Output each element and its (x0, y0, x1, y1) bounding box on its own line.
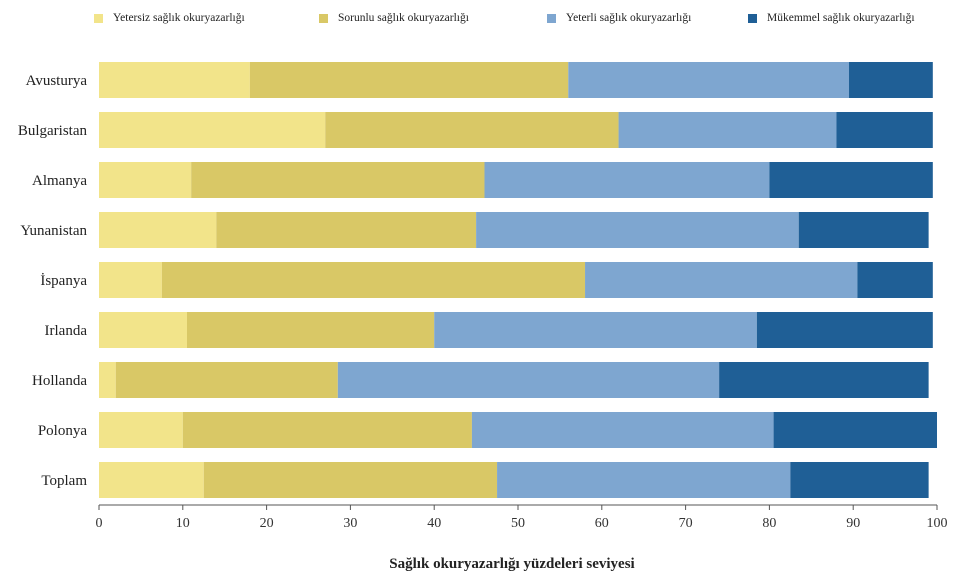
category-label: Polonya (38, 423, 88, 439)
category-label: Almanya (32, 173, 87, 189)
bar-segment (99, 362, 116, 398)
bar-segment (250, 62, 568, 98)
x-tick-label: 40 (427, 516, 441, 531)
x-tick-label: 70 (679, 516, 693, 531)
bar-segment (790, 462, 928, 498)
bar-segment (187, 312, 434, 348)
bar-segment (472, 412, 774, 448)
category-label: Yunanistan (20, 223, 87, 239)
bar-segment (849, 62, 933, 98)
bar-segment (325, 112, 618, 148)
bar-segment (116, 362, 338, 398)
x-tick-label: 80 (762, 516, 776, 531)
bar-segment (434, 312, 757, 348)
bar-segment (497, 462, 790, 498)
bar-segment (774, 412, 937, 448)
x-tick-label: 60 (595, 516, 609, 531)
bar-segment (191, 162, 484, 198)
bar-segment (99, 312, 187, 348)
bar-segment (719, 362, 929, 398)
bar-segment (162, 262, 585, 298)
bar-segment (216, 212, 476, 248)
bar-segment (799, 212, 929, 248)
bar-segment (99, 62, 250, 98)
x-tick-label: 100 (927, 516, 948, 531)
bar-segment (99, 162, 191, 198)
x-tick-label: 90 (846, 516, 860, 531)
bar-segment (568, 62, 849, 98)
bar-segment (338, 362, 719, 398)
bar-segment (99, 412, 183, 448)
bar-segment (619, 112, 837, 148)
bar-segment (99, 112, 325, 148)
bar-segment (836, 112, 932, 148)
bar-segment (183, 412, 472, 448)
category-label: Toplam (41, 473, 87, 489)
bar-segment (99, 262, 162, 298)
bar-segment (757, 312, 933, 348)
bar-segment (99, 462, 204, 498)
x-tick-label: 0 (96, 516, 103, 531)
bar-segment (476, 212, 799, 248)
category-label: Avusturya (26, 73, 88, 89)
bar-segment (585, 262, 857, 298)
x-tick-label: 50 (511, 516, 525, 531)
category-label: İspanya (40, 273, 87, 289)
x-axis-title: Sağlık okuryazarlığı yüzdeleri seviyesi (389, 556, 634, 572)
bar-segment (204, 462, 497, 498)
category-label: Irlanda (45, 323, 88, 339)
category-label: Bulgaristan (18, 123, 88, 139)
x-tick-label: 20 (260, 516, 274, 531)
bar-segment (857, 262, 932, 298)
category-label: Hollanda (32, 373, 87, 389)
x-tick-label: 30 (343, 516, 357, 531)
bar-segment (769, 162, 932, 198)
bar-segment (99, 212, 216, 248)
x-tick-label: 10 (176, 516, 190, 531)
bar-segment (484, 162, 769, 198)
